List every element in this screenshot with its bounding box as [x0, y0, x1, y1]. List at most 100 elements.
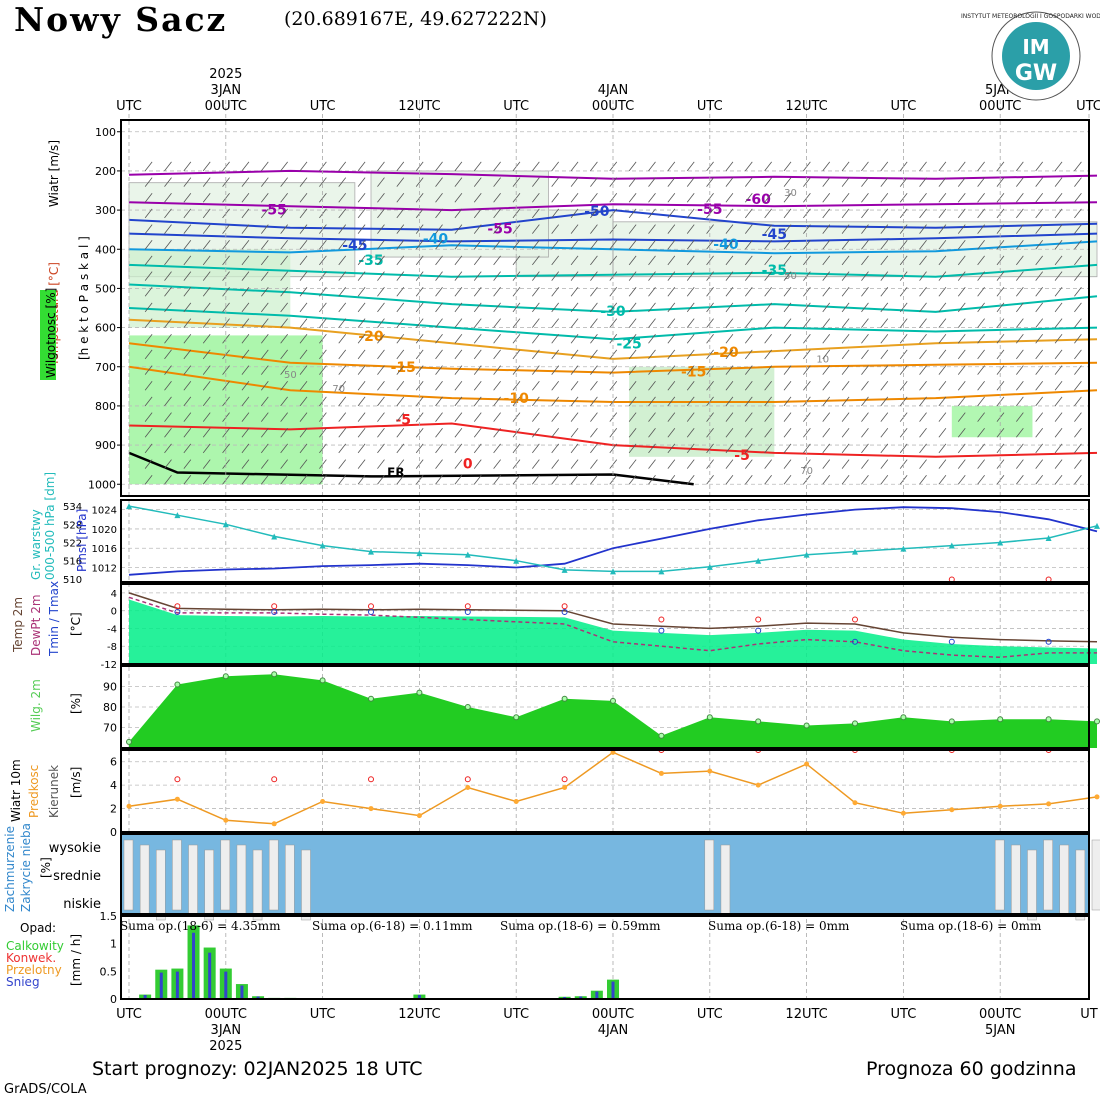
wind-barb — [977, 381, 985, 391]
wind-barb — [144, 208, 153, 219]
wind-barb — [628, 224, 637, 234]
cloud-column — [1091, 839, 1100, 911]
wind-barb — [570, 224, 579, 234]
wind-barb — [435, 224, 443, 234]
wind-barb — [241, 161, 250, 172]
wind-barb — [841, 381, 850, 391]
wind-barb — [435, 412, 443, 422]
wind-barb — [570, 271, 579, 281]
cross-pres-label: [h e k t o P a s k a l ] — [77, 236, 91, 360]
wind-barb — [454, 208, 463, 219]
wind-barb — [144, 396, 153, 407]
wind-barb — [222, 381, 230, 391]
wind-barb — [861, 334, 869, 344]
precip-sum-label: Suma op.(6-18) = 0.11mm — [312, 919, 473, 933]
wind-barb — [841, 177, 850, 187]
wind-barb — [144, 240, 153, 250]
wind-barb — [202, 349, 211, 360]
wind-barb — [938, 334, 947, 344]
wind-barb — [357, 381, 366, 391]
wind-barb — [628, 443, 637, 454]
pressure-tick-label: 700 — [95, 361, 116, 374]
wind-barb — [164, 208, 172, 219]
humidity-marker — [513, 714, 520, 721]
isotherm-label: -60 — [746, 192, 772, 208]
wind-barb — [880, 177, 889, 187]
isotherm-label: -20 — [358, 329, 384, 345]
wind-barb — [1074, 349, 1082, 360]
wind-barb — [919, 318, 927, 328]
humidity-marker — [658, 732, 665, 739]
cloud-column — [252, 849, 263, 921]
wind-barb — [144, 412, 153, 422]
wind-barb — [938, 224, 947, 234]
wind-barb — [919, 208, 927, 219]
wind-barb — [144, 349, 153, 360]
humidity-marker — [174, 681, 181, 688]
wind-barb — [957, 349, 966, 360]
wind-barb — [880, 302, 889, 313]
wind-barb — [628, 302, 637, 313]
precip-snow-bar — [240, 985, 244, 999]
wind-gust-marker — [368, 776, 374, 783]
wind-barb — [957, 334, 966, 344]
wind-barb — [435, 208, 443, 219]
wind-speed-marker — [416, 813, 422, 819]
wind-barb — [648, 396, 656, 407]
wind-barb — [377, 240, 385, 250]
humidity-marker — [997, 716, 1004, 723]
wind-barb — [609, 365, 618, 375]
wind-barb — [280, 475, 288, 485]
wind-barb — [164, 255, 172, 266]
wind-barb — [667, 334, 676, 344]
wind-frame-bg — [121, 750, 1089, 832]
wind-barb — [861, 208, 869, 219]
wind-barb — [822, 240, 831, 250]
wind-barb — [667, 240, 676, 250]
wind-barb — [880, 240, 889, 250]
wind-barb — [473, 428, 482, 438]
wind-barb — [957, 224, 966, 234]
wind-barb — [957, 208, 966, 219]
wind-barb — [686, 412, 695, 422]
wind-barb — [919, 161, 927, 172]
wind-barb — [299, 396, 308, 407]
wind-barb — [938, 240, 947, 250]
wind-speed-label: Predkosc — [27, 765, 41, 818]
top-time-label: UTC — [503, 99, 529, 114]
cloud-mid-label: srednie — [53, 869, 101, 884]
precip-tick-label: 1 — [110, 938, 117, 951]
wind-barb — [744, 365, 753, 375]
wind-barb — [957, 381, 966, 391]
wind-barb — [473, 240, 482, 250]
wind-barb — [938, 287, 947, 297]
wind-barb — [764, 161, 772, 172]
wind-barb — [202, 381, 211, 391]
wind-barb — [396, 161, 405, 172]
precip-snow-bar — [595, 991, 599, 999]
wind-barb — [512, 381, 521, 391]
wind-barb — [686, 302, 695, 313]
wind-barb — [841, 412, 850, 422]
cloud-column — [268, 839, 279, 911]
wind-barb — [1016, 224, 1024, 234]
tmin-marker — [561, 609, 568, 615]
wind-barb — [570, 287, 579, 297]
wind-barb — [1035, 177, 1044, 187]
wind-barb — [532, 193, 540, 203]
wind-barb — [686, 224, 695, 234]
wind-barb — [861, 255, 869, 266]
precip-snow-bar — [143, 995, 147, 999]
thickness-marker — [174, 512, 181, 519]
wind-barb — [1054, 349, 1063, 360]
wind-speed-marker — [320, 799, 326, 805]
wind-speed-marker — [852, 800, 858, 806]
wind-barb — [764, 475, 772, 485]
wind-barb — [725, 459, 734, 469]
wind-barb — [822, 255, 831, 266]
wind-barb — [919, 302, 927, 313]
wind-barb — [551, 475, 560, 485]
wind-barb — [377, 193, 385, 203]
temp-2m-line — [128, 592, 1098, 643]
wind-barb — [725, 255, 734, 266]
